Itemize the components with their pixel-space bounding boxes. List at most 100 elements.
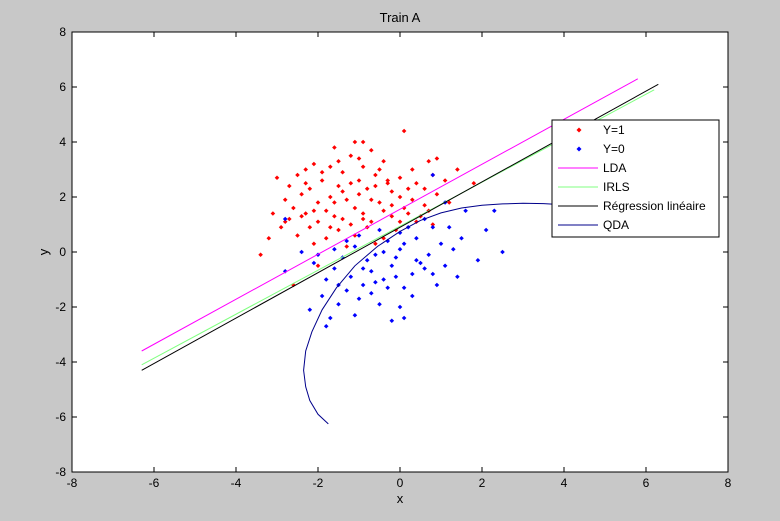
point-y-1 bbox=[311, 241, 317, 247]
point-y-0 bbox=[410, 271, 415, 277]
point-y-0 bbox=[463, 208, 468, 214]
point-y-1 bbox=[356, 178, 362, 183]
point-y-1 bbox=[381, 158, 386, 164]
y-tick-label: -8 bbox=[55, 465, 66, 479]
y-tick-label: -6 bbox=[55, 410, 66, 424]
point-y-1 bbox=[405, 186, 411, 192]
point-y-0 bbox=[352, 244, 358, 249]
point-y-1 bbox=[303, 211, 308, 216]
point-y-1 bbox=[270, 211, 276, 216]
legend-label-lda: LDA bbox=[603, 161, 626, 175]
point-y-1 bbox=[328, 194, 333, 200]
point-y-1 bbox=[311, 208, 317, 214]
point-y-1 bbox=[303, 180, 308, 186]
point-y-1 bbox=[414, 180, 419, 186]
point-y-0 bbox=[369, 268, 374, 274]
legend-box bbox=[551, 119, 720, 238]
point-y-0 bbox=[446, 224, 452, 230]
point-y-1 bbox=[315, 263, 321, 269]
x-tick-label: -8 bbox=[67, 476, 78, 490]
point-y-0 bbox=[451, 246, 456, 252]
point-y-0 bbox=[282, 268, 288, 274]
point-y-0 bbox=[418, 260, 423, 266]
x-axis-label: x bbox=[397, 491, 404, 506]
point-y-1 bbox=[299, 213, 304, 219]
point-y-1 bbox=[344, 244, 349, 249]
point-y-1 bbox=[340, 216, 345, 222]
point-y-0 bbox=[410, 293, 415, 299]
point-y-0 bbox=[282, 216, 288, 222]
point-y-1 bbox=[287, 183, 292, 189]
point-y-0 bbox=[401, 285, 407, 291]
point-y-1 bbox=[364, 186, 370, 192]
point-y-0 bbox=[426, 252, 431, 258]
point-y-1 bbox=[344, 197, 349, 203]
point-y-1 bbox=[369, 219, 374, 225]
point-y-1 bbox=[381, 235, 386, 241]
point-y-0 bbox=[307, 307, 313, 313]
legend-label-y-1: Y=1 bbox=[603, 123, 625, 137]
point-y-0 bbox=[377, 301, 382, 307]
point-y-0 bbox=[373, 279, 378, 285]
plot-area bbox=[72, 32, 728, 472]
series-line-qda bbox=[303, 202, 585, 425]
point-y-1 bbox=[319, 169, 325, 175]
point-y-1 bbox=[307, 186, 313, 192]
point-y-1 bbox=[455, 167, 460, 172]
point-y-1 bbox=[266, 235, 272, 241]
point-y-0 bbox=[356, 296, 362, 302]
point-y-1 bbox=[389, 213, 395, 219]
point-y-1 bbox=[377, 200, 382, 205]
point-y-1 bbox=[315, 219, 321, 225]
point-y-0 bbox=[434, 282, 440, 288]
y-tick-label: 2 bbox=[59, 190, 66, 204]
point-y-1 bbox=[282, 219, 288, 225]
point-y-0 bbox=[500, 249, 505, 255]
point-y-0 bbox=[332, 246, 337, 252]
point-y-0 bbox=[377, 227, 382, 233]
point-y-1 bbox=[405, 211, 411, 216]
point-y-1 bbox=[369, 147, 374, 153]
point-y-0 bbox=[356, 233, 362, 238]
point-y-0 bbox=[364, 257, 370, 263]
point-y-1 bbox=[278, 224, 284, 230]
y-axis-label: y bbox=[36, 248, 51, 255]
point-y-1 bbox=[422, 186, 427, 192]
point-y-1 bbox=[373, 183, 378, 189]
point-y-1 bbox=[295, 233, 300, 238]
point-y-0 bbox=[323, 323, 329, 329]
point-y-0 bbox=[442, 263, 448, 269]
point-y-1 bbox=[434, 156, 440, 161]
point-y-0 bbox=[475, 257, 481, 263]
point-y-0 bbox=[352, 312, 358, 318]
point-y-1 bbox=[336, 227, 341, 233]
plot-frame bbox=[71, 31, 729, 473]
point-y-0 bbox=[373, 252, 378, 258]
point-y-1 bbox=[311, 161, 317, 167]
x-tick-label: 8 bbox=[725, 476, 732, 490]
point-y-1 bbox=[356, 156, 362, 161]
point-y-1 bbox=[348, 180, 354, 186]
point-y-1 bbox=[389, 202, 395, 208]
point-y-1 bbox=[422, 202, 427, 208]
point-y-0 bbox=[319, 293, 325, 299]
point-y-1 bbox=[348, 222, 354, 227]
point-y-1 bbox=[397, 194, 403, 200]
point-y-1 bbox=[274, 175, 280, 181]
legend: Y=1 Y=0 LDA IRLS Régression linéaire QDA bbox=[551, 119, 720, 238]
point-y-0 bbox=[393, 274, 399, 280]
point-y-0 bbox=[385, 238, 390, 244]
point-y-1 bbox=[373, 241, 378, 247]
point-y-0 bbox=[299, 249, 304, 255]
y-tick-label: 6 bbox=[59, 80, 66, 94]
point-y-0 bbox=[438, 241, 444, 247]
point-y-0 bbox=[360, 266, 366, 271]
y-tick-label: 8 bbox=[59, 25, 66, 39]
y-tick-label: -2 bbox=[55, 300, 66, 314]
point-y-1 bbox=[332, 200, 337, 205]
point-y-1 bbox=[369, 197, 374, 203]
point-y-1 bbox=[385, 178, 390, 183]
y-tick-label: 4 bbox=[59, 135, 66, 149]
point-y-1 bbox=[373, 172, 378, 178]
